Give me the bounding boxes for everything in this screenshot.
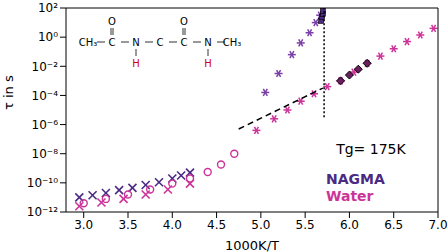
svg-text:O: O — [108, 16, 116, 27]
svg-text:C: C — [157, 37, 164, 48]
svg-text:6.0: 6.0 — [340, 218, 359, 232]
svg-text:10⁻⁴: 10⁻⁴ — [32, 89, 59, 103]
svg-text:1000K/T: 1000K/T — [225, 238, 279, 252]
svg-text:3.0: 3.0 — [74, 218, 93, 232]
svg-text:Tg= 175K: Tg= 175K — [335, 141, 406, 157]
svg-text:NAGMA: NAGMA — [326, 171, 385, 187]
svg-text:10²: 10² — [38, 1, 58, 15]
svg-text:N: N — [204, 37, 211, 48]
svg-text:4.5: 4.5 — [207, 218, 226, 232]
svg-text:N: N — [132, 37, 139, 48]
svg-text:H: H — [132, 58, 140, 69]
svg-text:H: H — [204, 58, 212, 69]
svg-text:10⁻¹⁰: 10⁻¹⁰ — [27, 176, 58, 190]
svg-text:3.5: 3.5 — [118, 218, 137, 232]
svg-text:10⁻⁶: 10⁻⁶ — [32, 118, 59, 132]
svg-text:10⁻⁸: 10⁻⁸ — [32, 147, 59, 161]
svg-text:10⁻²: 10⁻² — [32, 60, 59, 74]
svg-text:C: C — [181, 37, 188, 48]
svg-text:τ in s: τ in s — [1, 75, 16, 110]
svg-text:CH₃: CH₃ — [223, 37, 242, 48]
svg-text:CH₃: CH₃ — [79, 37, 98, 48]
svg-text:C: C — [109, 37, 116, 48]
svg-text:7.0: 7.0 — [428, 218, 447, 232]
svg-text:10⁻¹²: 10⁻¹² — [27, 205, 58, 219]
svg-text:5.0: 5.0 — [251, 218, 270, 232]
svg-text:6.5: 6.5 — [384, 218, 403, 232]
svg-text:5.5: 5.5 — [296, 218, 315, 232]
svg-text:Water: Water — [326, 188, 374, 204]
svg-text:O: O — [180, 16, 188, 27]
svg-text:10⁰: 10⁰ — [38, 30, 58, 44]
svg-text:4.0: 4.0 — [163, 218, 182, 232]
